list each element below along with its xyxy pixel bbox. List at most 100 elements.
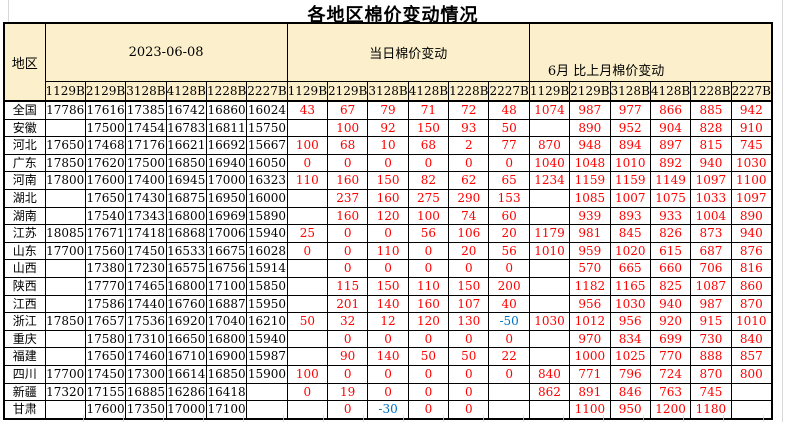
- monthly-change-cell: 1075: [649, 188, 692, 208]
- region-cell: 安徽: [3, 118, 46, 138]
- monthly-change-cell: 1025: [609, 347, 651, 366]
- col-header-1129B: 1129B: [528, 81, 571, 102]
- daily-change-cell: 93: [448, 118, 490, 138]
- price-cell: 16868: [165, 224, 207, 243]
- monthly-change-cell: [528, 276, 571, 296]
- group-header-date: 2023-06-08: [44, 22, 288, 82]
- monthly-change-cell: 987: [569, 100, 611, 120]
- price-cell: 17450: [125, 241, 167, 261]
- daily-change-cell: 43: [286, 100, 329, 120]
- col-header-4128B: 4128B: [165, 81, 207, 102]
- daily-change-cell: 0: [407, 259, 450, 278]
- monthly-change-cell: [730, 382, 773, 402]
- daily-change-cell: 275: [407, 188, 450, 208]
- col-header-1129B: 1129B: [44, 81, 86, 102]
- monthly-change-cell: 699: [649, 329, 692, 349]
- daily-change-cell: 150: [367, 171, 409, 190]
- price-cell: 17650: [84, 347, 127, 366]
- page-title: 各地区棉价变动情况: [307, 5, 479, 26]
- table-row: 安徽 17500 17454 16783 16811 15750 100 92 150 93 50 8…: [3, 118, 773, 138]
- price-cell: 17155: [84, 382, 127, 402]
- daily-change-cell: 0: [367, 364, 409, 384]
- daily-change-cell: 60: [488, 206, 530, 226]
- monthly-change-cell: 970: [569, 329, 611, 349]
- daily-change-cell: [286, 294, 329, 314]
- region-cell: 湖南: [3, 206, 46, 226]
- daily-change-cell: 50: [407, 347, 450, 366]
- region-cell: 山西: [3, 259, 46, 278]
- monthly-change-cell: [528, 294, 571, 314]
- monthly-change-cell: 862: [528, 382, 571, 402]
- price-cell: 16533: [165, 241, 207, 261]
- price-cell: 16850: [165, 153, 207, 173]
- monthly-change-cell: 910: [730, 118, 773, 138]
- price-cell: 17850: [44, 312, 86, 331]
- daily-change-cell: 0: [327, 364, 369, 384]
- daily-change-cell: 150: [407, 118, 450, 138]
- monthly-change-cell: [528, 118, 571, 138]
- monthly-change-cell: 840: [528, 364, 571, 384]
- daily-change-cell: 100: [286, 364, 329, 384]
- monthly-change-cell: 870: [730, 294, 773, 314]
- monthly-change-cell: 890: [730, 206, 773, 226]
- daily-change-cell: [488, 382, 530, 402]
- price-cell: 17560: [84, 241, 127, 261]
- monthly-change-cell: 885: [690, 100, 732, 120]
- daily-change-cell: 0: [407, 382, 450, 402]
- price-cell: 16940: [205, 153, 248, 173]
- price-cell: 16860: [205, 100, 248, 120]
- price-cell: 17650: [44, 136, 86, 155]
- daily-change-cell: 0: [286, 153, 329, 173]
- monthly-change-cell: 940: [730, 224, 773, 243]
- daily-change-cell: 140: [367, 347, 409, 366]
- price-cell: [44, 118, 86, 138]
- price-cell: 16885: [125, 382, 167, 402]
- daily-change-cell: 25: [286, 224, 329, 243]
- daily-change-cell: 0: [407, 329, 450, 349]
- price-cell: 17600: [84, 171, 127, 190]
- monthly-change-cell: 1087: [690, 276, 732, 296]
- price-cell: [44, 188, 86, 208]
- price-cell: 17850: [44, 153, 86, 173]
- daily-change-cell: 0: [407, 241, 450, 261]
- price-cell: 16950: [205, 188, 248, 208]
- price-cell: 17100: [205, 276, 248, 296]
- price-cell: 16742: [165, 100, 207, 120]
- monthly-change-cell: 796: [609, 364, 651, 384]
- daily-change-cell: 32: [327, 312, 369, 331]
- price-cell: [44, 276, 86, 296]
- table-body: 全国 17786 17616 17385 16742 16860 16024 43 67 79 71…: [3, 100, 773, 420]
- daily-change-cell: 0: [407, 364, 450, 384]
- monthly-change-cell: 1159: [609, 171, 651, 190]
- monthly-change-cell: 1030: [730, 153, 773, 173]
- region-cell: 四川: [3, 364, 46, 384]
- monthly-change-cell: 920: [649, 312, 692, 331]
- monthly-change-cell: 1182: [569, 276, 611, 296]
- daily-change-cell: 20: [488, 224, 530, 243]
- daily-change-cell: 19: [327, 382, 369, 402]
- monthly-change-cell: 1048: [569, 153, 611, 173]
- monthly-change-cell: 1159: [569, 171, 611, 190]
- price-cell: [44, 294, 86, 314]
- daily-change-cell: 56: [407, 224, 450, 243]
- daily-change-cell: 0: [488, 153, 530, 173]
- monthly-change-cell: 826: [649, 224, 692, 243]
- spreadsheet-gridline-top-left: [8, 0, 9, 22]
- region-cell: 河北: [3, 136, 46, 155]
- price-cell: 17000: [205, 171, 248, 190]
- price-cell: 17385: [125, 100, 167, 120]
- monthly-change-cell: 570: [569, 259, 611, 278]
- table-row: 福建 17650 17460 16710 16900 15987 90 140 50 50 22 10…: [3, 347, 773, 366]
- price-cell: 17176: [125, 136, 167, 155]
- monthly-change-cell: 1234: [528, 171, 571, 190]
- daily-change-cell: 107: [448, 294, 490, 314]
- monthly-change-cell: 745: [730, 136, 773, 155]
- daily-change-cell: 110: [286, 171, 329, 190]
- price-cell: 16286: [165, 382, 207, 402]
- daily-change-cell: 12: [367, 312, 409, 331]
- price-cell: 16850: [205, 364, 248, 384]
- daily-change-cell: 100: [327, 118, 369, 138]
- daily-change-cell: 82: [407, 171, 450, 190]
- daily-change-cell: 110: [407, 276, 450, 296]
- monthly-change-cell: 687: [690, 241, 732, 261]
